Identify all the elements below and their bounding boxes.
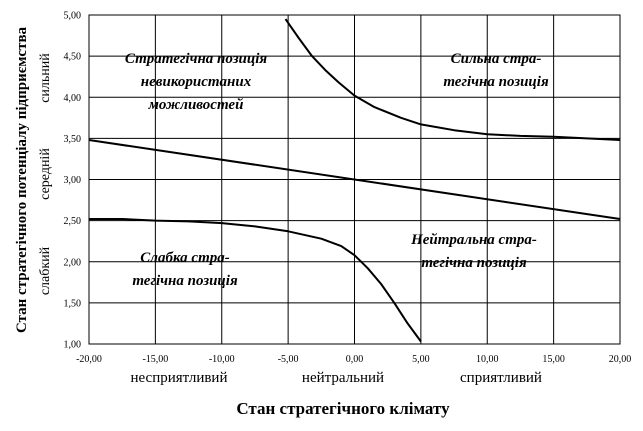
y-axis-title: Стан стратегічного потенціалу підприємст… [14, 26, 30, 333]
y-tick-label: 2,50 [64, 216, 82, 227]
series-line-diagonal [88, 139, 621, 220]
x-tick-label: -5,00 [278, 354, 299, 365]
y-category-medium: середній [38, 148, 53, 200]
x-category-labels: несприятливий нейтральний сприятливий [130, 370, 541, 386]
x-tick-label: -10,00 [209, 354, 235, 365]
series-layer [88, 18, 621, 343]
x-category-unfavorable: несприятливий [130, 370, 227, 386]
zone-label-weak-line2: тегічна позиція [132, 273, 238, 289]
y-tick-label: 5,00 [64, 11, 82, 22]
y-category-weak: слабкий [38, 246, 53, 295]
x-category-neutral: нейтральний [302, 370, 384, 386]
y-category-labels: слабкий середній сильний [38, 53, 53, 295]
x-tick-label: 10,00 [476, 354, 499, 365]
x-tick-label: 0,00 [346, 354, 364, 365]
series-line-upper-curve [284, 18, 621, 141]
zone-labels: Стратегічна позиція невикористаних можли… [125, 51, 549, 289]
y-tick-label: 4,00 [64, 93, 82, 104]
y-tick-labels: 1,00 1,50 2,00 2,50 3,00 3,50 4,00 4,50 5,00 [64, 11, 82, 351]
y-category-strong: сильний [38, 53, 53, 103]
x-tick-label: -20,00 [76, 354, 102, 365]
zone-label-neutral-line2: тегічна позиція [421, 255, 527, 271]
x-category-favorable: сприятливий [460, 370, 542, 386]
zone-label-strong-line2: тегічна позиція [443, 74, 549, 90]
y-tick-label: 3,00 [64, 175, 82, 186]
plot-area [88, 14, 621, 345]
x-tick-label: 5,00 [412, 354, 430, 365]
y-tick-label: 3,50 [64, 134, 82, 145]
x-tick-label: 20,00 [609, 354, 632, 365]
x-axis-title: Стан стратегічного клімату [236, 399, 450, 418]
y-tick-label: 1,50 [64, 298, 82, 309]
zone-label-weak-line1: Слабка стра- [140, 250, 230, 266]
zone-label-unused-opportunities-line2: невикористаних [141, 74, 252, 90]
zone-label-neutral-line1: Нейтральна стра- [410, 232, 537, 248]
zone-label-unused-opportunities-line1: Стратегічна позиція [125, 51, 268, 67]
series-line-lower-curve [89, 218, 422, 343]
zone-label-strong-line1: Сильна стра- [451, 51, 542, 67]
x-tick-label: 15,00 [542, 354, 565, 365]
y-tick-label: 2,00 [64, 257, 82, 268]
zone-label-unused-opportunities-line3: можливостей [148, 97, 244, 113]
y-tick-label: 1,00 [64, 340, 82, 351]
x-tick-label: -15,00 [142, 354, 168, 365]
y-tick-label: 4,50 [64, 52, 82, 63]
x-tick-labels: -20,00 -15,00 -10,00 -5,00 0,00 5,00 10,00 15,0… [76, 354, 631, 365]
